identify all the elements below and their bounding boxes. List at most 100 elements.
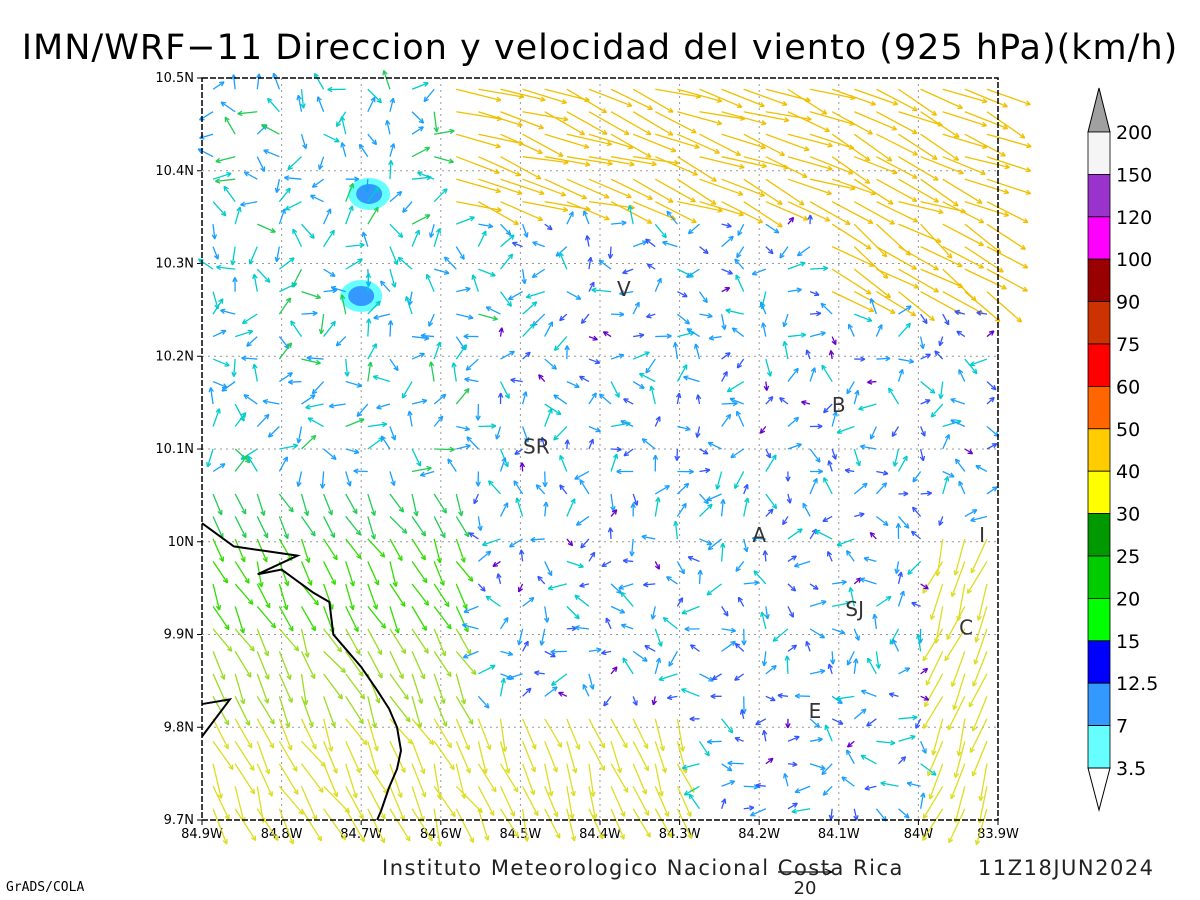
wind-vector-shaft [323,448,337,460]
wind-vector-head [400,603,406,607]
wind-vector-head [579,585,585,588]
wind-vector [759,301,767,315]
wind-vector-shaft [743,581,760,585]
wind-vector [278,785,304,815]
wind-vector-head [863,556,870,559]
wind-vector [345,538,362,560]
wind-vector-head [273,72,278,78]
wind-vector-shaft [721,268,733,275]
wind-vector [220,308,236,315]
wind-vector [367,763,389,795]
wind-vector-head [492,565,499,568]
wind-vector-head [929,391,935,394]
wind-vector-head [237,110,243,115]
wind-vector-head [314,72,319,77]
wind-vector-shaft [297,95,303,112]
wind-vector-shaft [599,393,612,405]
wind-vector-head [288,379,294,383]
wind-vector [632,808,651,838]
wind-vector-shaft [676,808,693,839]
wind-vector [475,404,481,421]
wind-vector [345,561,355,587]
wind-vector-shaft [411,786,425,822]
wind-vector [500,156,542,180]
wind-vector [434,128,455,135]
wind-vector-shaft [936,538,944,577]
wind-vector-head [276,835,279,841]
wind-vector-head [817,425,823,430]
wind-vector-shaft [538,374,546,382]
wind-vector [809,737,823,743]
wind-vector [300,134,308,150]
wind-vector-head [736,362,739,369]
wind-vector [566,88,608,114]
wind-vector-head [575,382,580,388]
wind-vector-head [880,780,886,784]
wind-vector-head [1001,151,1006,157]
wind-vector-head [370,96,376,101]
wind-vector-head [548,588,554,591]
wind-vector [300,651,316,680]
wind-vector-head [248,330,254,335]
wind-vector [274,246,281,263]
wind-vector [455,538,466,563]
wind-vector-head [793,586,797,592]
wind-vector-head [881,482,887,486]
wind-vector-head [492,318,498,321]
wind-vector-head [639,334,645,339]
wind-vector-head [525,293,531,298]
wind-vector-shaft [263,149,280,158]
wind-vector-shaft [206,448,214,468]
wind-vector [588,673,595,690]
wind-vector-head [764,614,769,620]
wind-vector-shaft [389,673,409,700]
wind-vector-shaft [835,695,855,700]
wind-vector-shaft [223,185,236,203]
wind-vector [278,561,290,587]
wind-vector-head [284,581,289,587]
wind-vector-shaft [559,455,568,472]
wind-vector-head [625,421,631,424]
wind-vector-head [465,769,471,774]
wind-vector-shaft [831,448,837,460]
wind-vector-head [611,509,617,513]
wind-vector-shaft [951,561,966,597]
wind-vector-head [1003,124,1009,129]
wind-vector [256,605,277,629]
wind-vector-shaft [591,289,612,293]
wind-vector-shaft [345,493,358,514]
wind-vector-head [977,616,982,621]
wind-vector [715,471,723,490]
wind-vector-shaft [706,583,723,596]
wind-vector [522,323,536,338]
wind-vector [610,718,628,749]
wind-vector [938,516,944,526]
wind-vector-head [380,280,386,284]
wind-vector [828,350,835,360]
wind-vector [477,741,488,774]
wind-vector-head [793,367,799,372]
wind-vector-shaft [853,482,868,495]
wind-vector-head [950,398,955,404]
wind-vector [920,490,932,497]
wind-vector-shaft [721,413,732,427]
wind-vector [974,606,988,643]
wind-vector [966,561,988,595]
wind-vector-shaft [716,471,723,490]
wind-vector [216,264,236,271]
wind-vector-head [477,526,482,531]
wind-vector-head [743,640,747,646]
wind-vector-head [419,471,425,476]
wind-vector-head [998,248,1002,254]
wind-vector-head [555,834,561,839]
wind-vector-shaft [323,741,338,774]
wind-vector [891,426,900,438]
wind-vector-head [817,722,821,728]
wind-vector [831,628,846,635]
wind-vector-shaft [942,476,949,495]
wind-vector-head [830,350,835,355]
wind-vector-head [469,532,475,535]
wind-vector-shaft [478,268,496,277]
wind-vector-head [480,525,483,531]
wind-vector-head [480,588,486,592]
